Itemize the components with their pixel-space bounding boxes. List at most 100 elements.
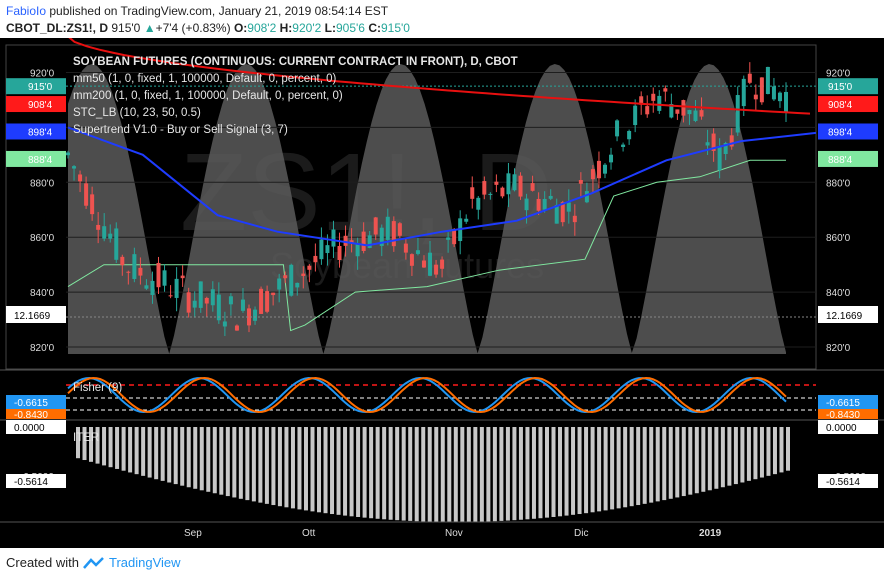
price-tag-right bbox=[818, 78, 878, 95]
fisher-pane[interactable] bbox=[66, 376, 816, 414]
price-tag-left-text: 908'4 bbox=[28, 100, 53, 111]
iter-bar bbox=[310, 427, 315, 512]
candle-body bbox=[162, 270, 167, 286]
iter-value-left: -0.5614 bbox=[14, 477, 48, 488]
footer: Created with TradingView bbox=[6, 555, 181, 570]
candle-body bbox=[753, 94, 758, 100]
created-with-text: Created with bbox=[6, 555, 79, 570]
author-link[interactable]: FabioIo bbox=[6, 4, 47, 18]
stc-value-left: 12.1669 bbox=[14, 311, 51, 322]
candles bbox=[66, 62, 788, 337]
iter-bar bbox=[571, 427, 576, 515]
fisher-tag-left bbox=[6, 395, 66, 409]
price-tick-label: 860'0 bbox=[30, 233, 55, 244]
candle-body bbox=[210, 289, 215, 306]
price-tick-label: 840'0 bbox=[826, 288, 851, 299]
price-tick-label: 920'0 bbox=[30, 68, 55, 79]
candle-body bbox=[566, 202, 571, 212]
iter-bar bbox=[531, 427, 536, 519]
iter-bar bbox=[427, 427, 432, 522]
candle-body bbox=[440, 259, 445, 269]
candle-body bbox=[663, 88, 668, 92]
candle-body bbox=[464, 218, 469, 222]
iter-bar bbox=[447, 427, 452, 522]
candle-body bbox=[379, 227, 384, 246]
close-label: C: bbox=[368, 21, 381, 35]
candle-body bbox=[584, 191, 589, 203]
price-axis-left[interactable]: 920'0900'0880'0860'0840'0820'0915'0908'4… bbox=[6, 68, 66, 354]
price-tag-left-text: 915'0 bbox=[28, 82, 53, 93]
candle-body bbox=[397, 223, 402, 236]
price-tick-label: 820'0 bbox=[30, 343, 55, 354]
candle-body bbox=[741, 78, 746, 107]
iter-bar bbox=[323, 427, 328, 514]
open-value: 908'2 bbox=[247, 21, 277, 35]
iter-bar bbox=[505, 427, 510, 521]
indicator-mm50[interactable]: mm50 (1, 0, fixed, 1, 100000, Default, 0… bbox=[73, 73, 337, 85]
candle-body bbox=[602, 164, 607, 174]
iter-bar bbox=[199, 427, 204, 491]
price-tag-left-text: 888'4 bbox=[28, 155, 53, 166]
time-axis[interactable]: Sep Ott Nov Dic 2019 bbox=[184, 528, 722, 539]
candle-body bbox=[681, 100, 686, 116]
supertrend-line bbox=[67, 159, 786, 332]
candle-body bbox=[343, 235, 348, 246]
candle-body bbox=[253, 309, 258, 321]
candle-body bbox=[536, 198, 541, 211]
price-axis-right[interactable]: 920'0900'0880'0860'0840'0820'0915'0908'4… bbox=[818, 68, 878, 354]
indicator-supertrend[interactable]: Supertrend V1.0 - Buy or Sell Signal (3,… bbox=[73, 124, 288, 136]
fisher-value-right: -0.6615 bbox=[826, 398, 860, 409]
iter-bar bbox=[616, 427, 621, 509]
candle-body bbox=[452, 229, 457, 245]
symbol-name[interactable]: CBOT_DL:ZS1!, D bbox=[6, 21, 108, 35]
price-tag-right-text: 908'4 bbox=[828, 100, 853, 111]
candle-body bbox=[723, 143, 728, 154]
candle-body bbox=[367, 235, 372, 248]
high-value: 920'2 bbox=[292, 21, 322, 35]
candle-body bbox=[657, 95, 662, 111]
time-tick-label: Sep bbox=[184, 528, 202, 539]
publish-info: FabioIo published on TradingView.com, Ja… bbox=[6, 4, 388, 18]
fisher-tag2-right bbox=[818, 409, 878, 419]
candle-body bbox=[289, 264, 294, 296]
iter-bar bbox=[264, 427, 269, 504]
price-tick-label: 880'0 bbox=[30, 178, 55, 189]
chart-canvas[interactable]: ZS1!, D Soybean Futures SOYBEAN FUTURES … bbox=[0, 38, 884, 548]
candle-body bbox=[500, 187, 505, 197]
iter-bar bbox=[290, 427, 295, 509]
iter-bar bbox=[303, 427, 308, 511]
iter-bar bbox=[160, 427, 165, 481]
iter-bar bbox=[440, 427, 445, 522]
fisher-value-left: -0.6615 bbox=[14, 398, 48, 409]
iter-bar bbox=[460, 427, 465, 522]
close-value: 915'0 bbox=[380, 21, 410, 35]
indicator-stc[interactable]: STC_LB (10, 23, 50, 0.5) bbox=[73, 107, 201, 119]
candle-body bbox=[518, 175, 523, 197]
candle-body bbox=[84, 183, 89, 206]
candle-body bbox=[180, 275, 185, 279]
stc-area-fill bbox=[68, 64, 786, 354]
iter-bar bbox=[558, 427, 563, 517]
tradingview-brand[interactable]: TradingView bbox=[108, 555, 181, 570]
iter-bar bbox=[330, 427, 335, 515]
candle-body bbox=[72, 166, 77, 169]
moving-averages bbox=[67, 38, 817, 247]
iter-bar bbox=[786, 427, 790, 471]
iter-bar bbox=[564, 427, 569, 516]
price-tick-label: 920'0 bbox=[826, 68, 851, 79]
iter-value-right: -0.5614 bbox=[826, 477, 860, 488]
candle-body bbox=[530, 183, 535, 191]
iter-bar bbox=[408, 427, 413, 521]
iter-value-tag-right bbox=[818, 474, 878, 488]
iter-bar bbox=[297, 427, 302, 510]
candle-body bbox=[78, 174, 83, 182]
candle-body bbox=[313, 255, 318, 263]
iter-bar bbox=[108, 427, 113, 468]
indicator-mm200[interactable]: mm200 (1, 0, fixed, 1, 100000, Default, … bbox=[73, 90, 343, 102]
iter-bar bbox=[655, 427, 660, 502]
candle-body bbox=[265, 291, 270, 312]
iter-bar bbox=[147, 427, 152, 478]
iter-histogram[interactable] bbox=[76, 427, 790, 522]
candle-body bbox=[512, 174, 517, 191]
low-label: L: bbox=[324, 21, 336, 35]
